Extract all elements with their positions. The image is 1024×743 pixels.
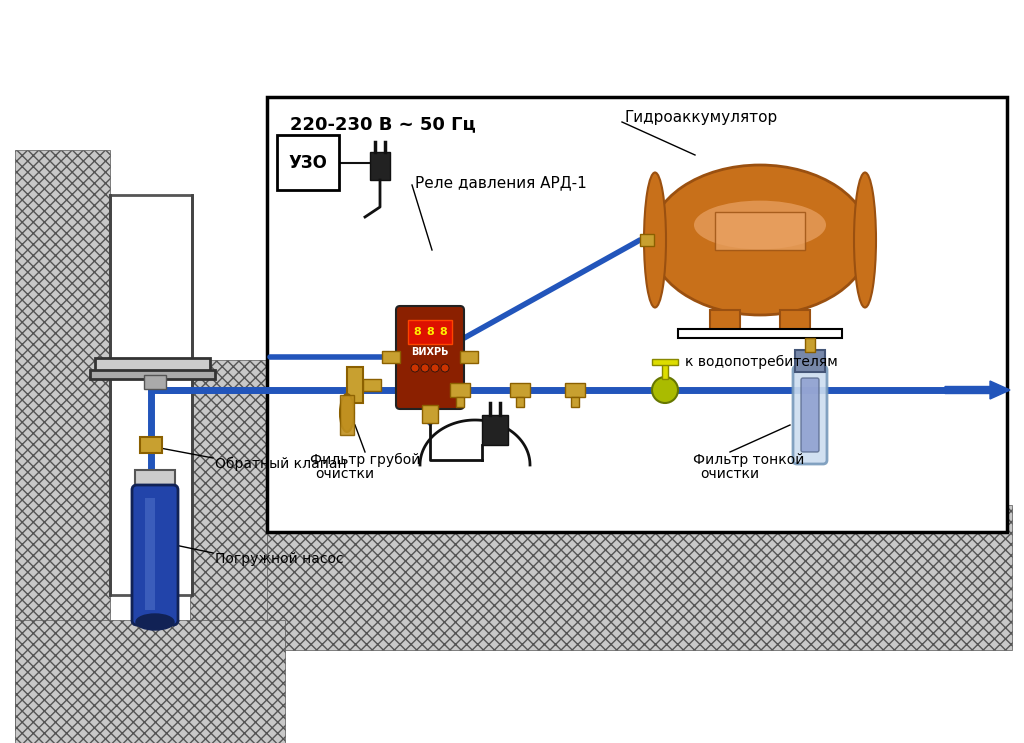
Bar xyxy=(278,135,339,190)
Bar xyxy=(516,397,524,407)
Bar xyxy=(190,360,270,650)
Text: к водопотребителям: к водопотребителям xyxy=(685,355,838,369)
Bar xyxy=(422,405,438,423)
Ellipse shape xyxy=(854,172,876,308)
Bar xyxy=(382,351,400,363)
Text: Фильтр тонкой: Фильтр тонкой xyxy=(693,453,805,467)
Bar xyxy=(640,234,654,246)
FancyBboxPatch shape xyxy=(801,378,819,452)
Bar xyxy=(710,310,740,330)
Bar xyxy=(267,505,1012,650)
Text: 8: 8 xyxy=(413,327,421,337)
FancyBboxPatch shape xyxy=(396,306,464,409)
Bar xyxy=(450,383,470,397)
Bar xyxy=(370,152,390,180)
Bar xyxy=(565,383,585,397)
Text: Обратный клапан: Обратный клапан xyxy=(215,457,347,471)
Bar xyxy=(135,470,175,492)
Text: 220-230 В ~ 50 Гц: 220-230 В ~ 50 Гц xyxy=(290,115,476,133)
Text: очистки: очистки xyxy=(700,467,759,481)
Bar xyxy=(805,338,815,352)
Text: Реле давления АРД-1: Реле давления АРД-1 xyxy=(415,175,587,190)
Bar xyxy=(347,367,362,403)
Circle shape xyxy=(652,377,678,403)
Text: УЗО: УЗО xyxy=(289,154,328,172)
Bar xyxy=(795,350,825,372)
Text: 8: 8 xyxy=(439,327,446,337)
Bar xyxy=(456,397,464,407)
Ellipse shape xyxy=(340,394,354,432)
Ellipse shape xyxy=(650,165,870,315)
Bar xyxy=(15,620,285,743)
Bar xyxy=(780,310,810,330)
FancyArrow shape xyxy=(945,381,1010,399)
FancyBboxPatch shape xyxy=(132,485,178,625)
Bar xyxy=(90,370,215,379)
Bar xyxy=(715,212,805,250)
Ellipse shape xyxy=(694,201,826,250)
Bar xyxy=(267,97,1007,532)
Circle shape xyxy=(441,364,449,372)
Bar xyxy=(362,379,381,391)
Bar xyxy=(95,358,210,373)
Bar xyxy=(340,395,354,435)
Bar xyxy=(15,150,110,730)
Bar xyxy=(144,375,166,389)
Bar xyxy=(571,397,579,407)
Circle shape xyxy=(411,364,419,372)
Bar xyxy=(482,415,508,445)
Bar xyxy=(510,383,530,397)
FancyBboxPatch shape xyxy=(793,366,827,464)
Bar xyxy=(460,351,478,363)
Text: Фильтр грубой: Фильтр грубой xyxy=(310,453,421,467)
Bar xyxy=(110,195,193,595)
Circle shape xyxy=(421,364,429,372)
Bar xyxy=(408,320,452,344)
Bar xyxy=(678,329,842,338)
Text: очистки: очистки xyxy=(315,467,374,481)
Text: Гидроаккумулятор: Гидроаккумулятор xyxy=(625,110,778,125)
Text: 8: 8 xyxy=(426,327,434,337)
Text: Погружной насос: Погружной насос xyxy=(215,552,344,566)
Ellipse shape xyxy=(644,172,666,308)
Bar xyxy=(652,359,678,365)
Bar xyxy=(662,363,668,379)
Bar xyxy=(145,498,155,610)
Ellipse shape xyxy=(136,614,174,630)
Bar xyxy=(140,437,162,453)
Circle shape xyxy=(431,364,439,372)
Text: ВИХРЬ: ВИХРЬ xyxy=(412,347,449,357)
